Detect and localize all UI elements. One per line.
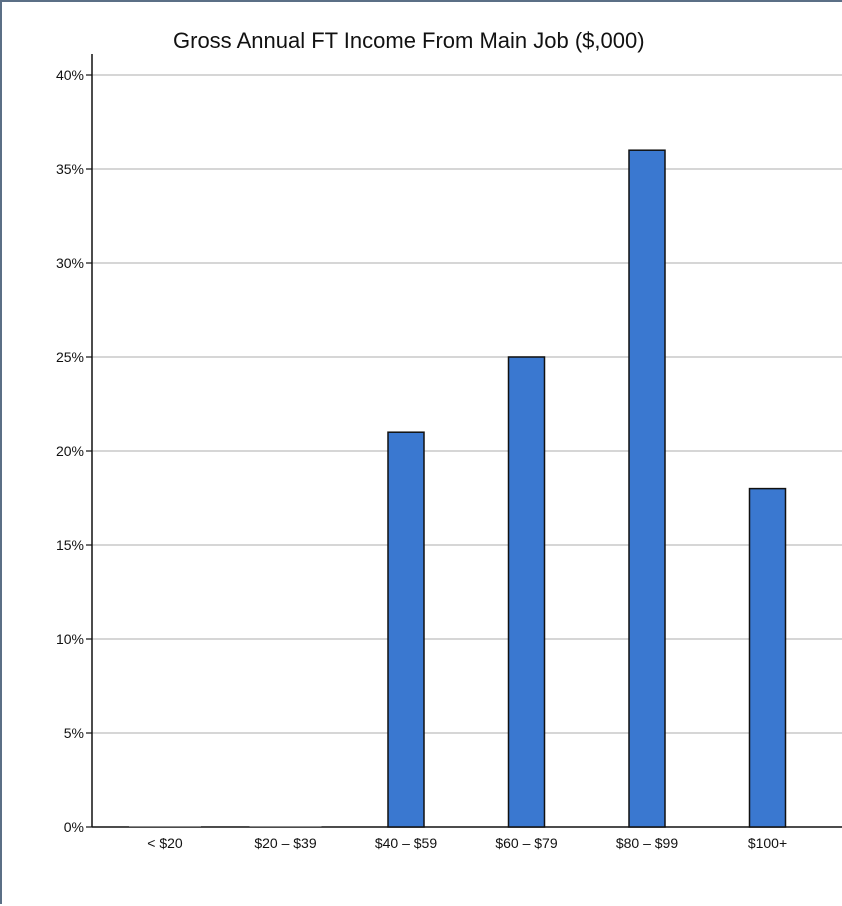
bar xyxy=(628,149,666,828)
bar xyxy=(507,356,546,828)
bar xyxy=(748,487,787,828)
y-tick-label: 25% xyxy=(56,349,84,365)
y-tick-label: 5% xyxy=(64,725,84,741)
y-tick-label: 15% xyxy=(56,537,84,553)
bar xyxy=(387,431,425,828)
chart-title: Gross Annual FT Income From Main Job ($,… xyxy=(173,28,645,53)
y-tick-label: 40% xyxy=(56,67,84,83)
x-tick-label: $60 – $79 xyxy=(495,835,557,851)
y-tick-label: 20% xyxy=(56,443,84,459)
y-tick-label: 35% xyxy=(56,161,84,177)
y-tick-label: 0% xyxy=(64,819,84,835)
x-tick-label: $40 – $59 xyxy=(375,835,437,851)
y-tick-label: 30% xyxy=(56,255,84,271)
x-tick-label: $80 – $99 xyxy=(616,835,678,851)
x-tick-label: $100+ xyxy=(748,835,787,851)
x-tick-label: < $20 xyxy=(147,835,183,851)
x-tick-label: $20 – $39 xyxy=(254,835,316,851)
y-tick-label: 10% xyxy=(56,631,84,647)
